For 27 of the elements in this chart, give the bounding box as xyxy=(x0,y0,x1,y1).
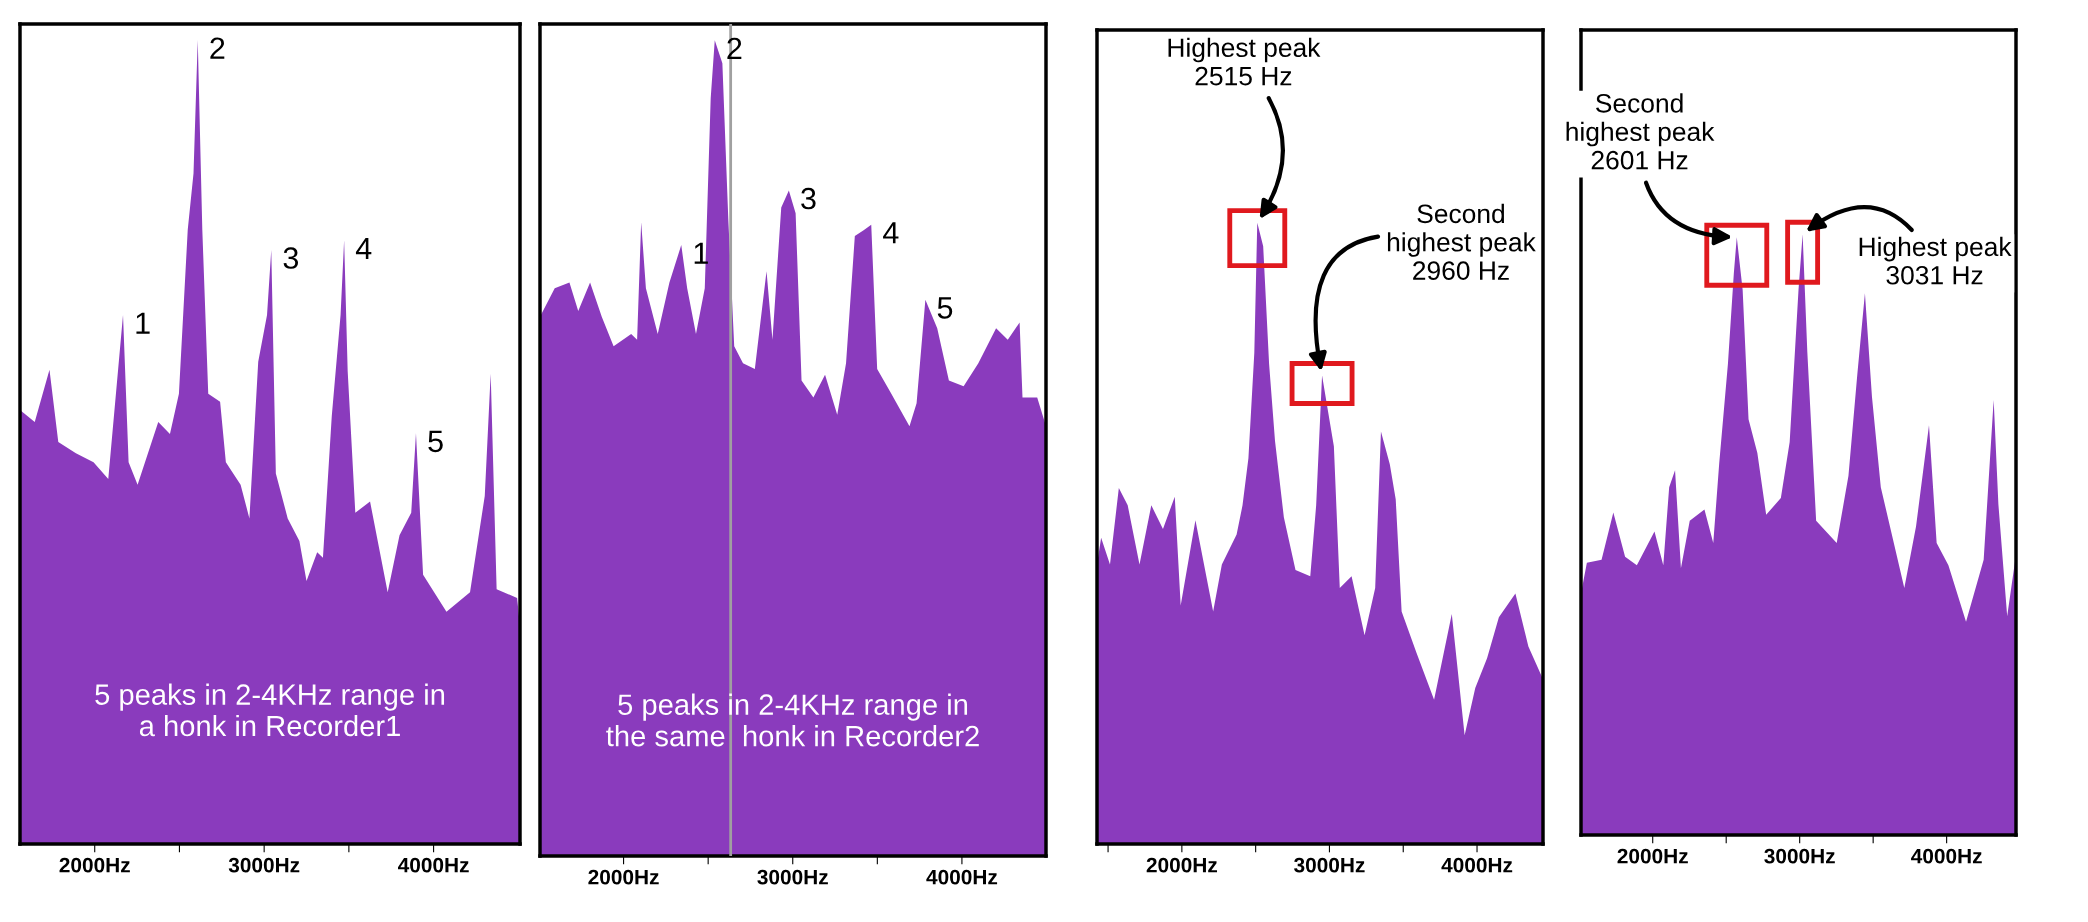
annotation: Second highest peak 2601 Hz xyxy=(1566,93,1715,170)
x-tick-label: 3000Hz xyxy=(228,857,300,873)
annotation: 4 xyxy=(883,222,899,244)
x-tick-label: 3000Hz xyxy=(1294,857,1365,873)
x-tick-label: 2000Hz xyxy=(1146,857,1218,873)
x-tick-label: 4000Hz xyxy=(926,869,998,885)
annotation: 5 peaks in 2-4KHz range in a honk in Recorder1 xyxy=(95,683,445,737)
x-tick-label: 4000Hz xyxy=(1441,857,1513,873)
x-tick-label: 3000Hz xyxy=(757,869,828,885)
x-tick-label: 4000Hz xyxy=(398,857,469,873)
x-tick-label: 2000Hz xyxy=(588,869,659,885)
annotation: 5 xyxy=(937,297,953,319)
x-tick-label: 2000Hz xyxy=(59,857,130,873)
annotation: 2 xyxy=(727,37,742,59)
annotation: 1 xyxy=(136,312,150,334)
annotation: 3 xyxy=(283,247,299,269)
annotation: 5 peaks in 2-4KHz range in the same honk in Recorder2 xyxy=(606,693,979,747)
annotation: 2 xyxy=(210,37,225,59)
annotation: Second highest peak 2960 Hz xyxy=(1387,203,1536,280)
annotation: Highest peak 2515 Hz xyxy=(1168,37,1321,86)
annotation: 3 xyxy=(801,187,816,210)
annotation: Highest peak 3031 Hz xyxy=(1859,236,2012,285)
x-tick-label: 3000Hz xyxy=(1764,848,1835,864)
x-tick-label: 2000Hz xyxy=(1617,848,1688,864)
x-tick-label: 4000Hz xyxy=(1911,848,1982,864)
annotation: 5 xyxy=(428,430,443,453)
annotation: 4 xyxy=(355,237,372,259)
